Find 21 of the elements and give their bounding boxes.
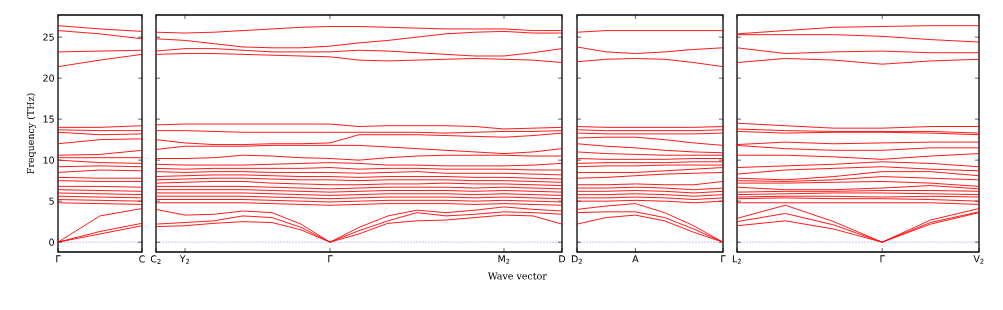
x-tick-label: Γ: [721, 255, 726, 263]
y-axis-title: Frequency (THz): [26, 93, 37, 174]
x-axis-title: Wave vector: [487, 272, 547, 280]
x-tick-label: A: [632, 255, 639, 263]
x-tick-label: C$_{2}$: [150, 255, 161, 264]
x-tick-label: D$_{2}$: [571, 255, 582, 264]
y-tick-label: 0: [49, 238, 54, 246]
y-tick-label: 5: [49, 197, 54, 205]
y-tick-label: 25: [43, 33, 54, 41]
x-tick-label: C: [139, 255, 145, 263]
x-tick-label: Γ: [56, 255, 61, 263]
x-tick-label: D: [559, 255, 566, 263]
y-tick-label: 20: [43, 74, 54, 82]
y-tick-label: 15: [43, 115, 54, 123]
x-tick-label: Y$_{2}$: [179, 255, 190, 264]
x-tick-label: M$_{2}$: [498, 255, 510, 264]
x-tick-label: L$_{2}$: [732, 255, 741, 264]
x-tick-label: Γ: [328, 255, 333, 263]
x-tick-label: V$_{2}$: [973, 255, 984, 264]
y-tick-label: 10: [43, 156, 54, 164]
x-tick-label: Γ: [880, 255, 885, 263]
